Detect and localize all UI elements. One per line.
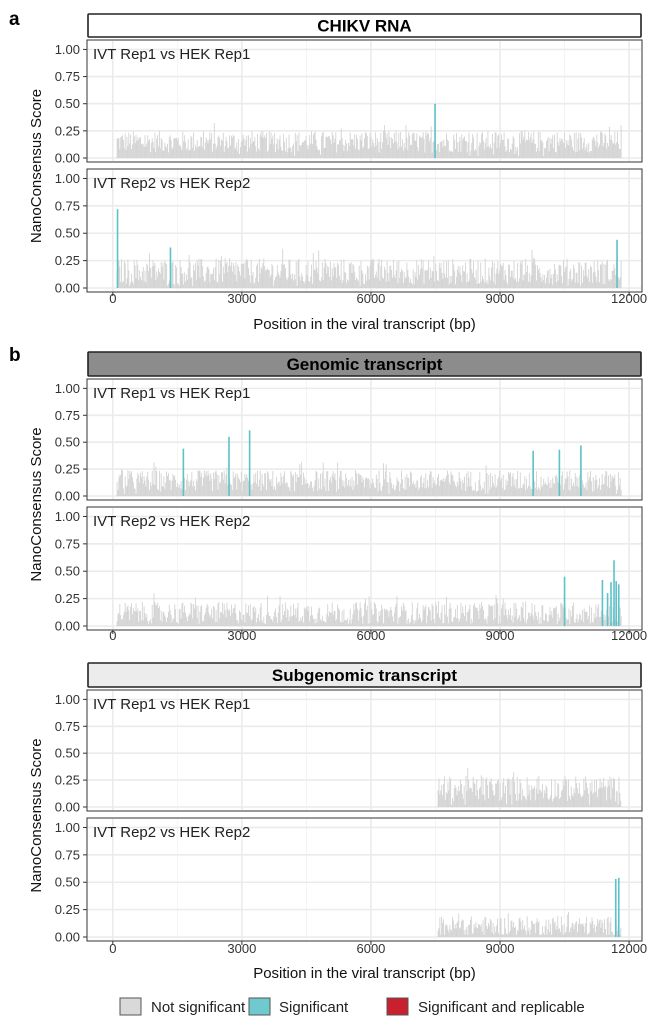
facet-1: 0.00 0.25 0.50 0.75 1.00 IVT Rep2 vs HEK Rep2 (55, 817, 643, 945)
y-tick-label: 0.50 (55, 875, 80, 890)
x-axis-title: Position in the viral transcript (bp) (253, 316, 476, 333)
facet-panel (86, 378, 643, 501)
panel-letter: a (9, 9, 20, 30)
x-tick-label: 0 (109, 628, 116, 643)
y-tick-label: 0.25 (55, 773, 80, 788)
y-tick-label: 0.00 (55, 800, 80, 815)
y-tick-label: 0.00 (55, 930, 80, 945)
x-tick-label: 3000 (227, 941, 256, 956)
y-tick-label: 0.50 (55, 564, 80, 579)
y-tick-label: 1.00 (55, 171, 80, 186)
strip-header (87, 351, 642, 377)
chart-0: a CHIKV RNA 0.00 0.25 0.50 0.75 1.00 IVT Rep1 v… (9, 9, 647, 333)
y-tick-label: 0.75 (55, 536, 80, 551)
facet-panel (86, 168, 643, 293)
facet-panel (86, 817, 643, 942)
y-tick-label: 0.50 (55, 746, 80, 761)
x-tick-label: 3000 (227, 291, 256, 306)
x-tick-label: 3000 (227, 628, 256, 643)
x-tick-label: 9000 (486, 291, 515, 306)
facet-label: IVT Rep1 vs HEK Rep1 (93, 46, 250, 63)
legend-label: Not significant (151, 999, 246, 1016)
y-tick-label: 0.25 (55, 462, 80, 477)
chart-2: Subgenomic transcript 0.00 0.25 0.50 0.75 1.0… (28, 662, 647, 982)
x-tick-label: 6000 (356, 291, 385, 306)
facet-0: 0.00 0.25 0.50 0.75 1.00 IVT Rep1 vs HEK Rep1 (55, 39, 643, 166)
chart-1: b Genomic transcript 0.00 0.25 0.50 0.75 1.00 I… (9, 345, 647, 643)
y-tick-label: 0.50 (55, 226, 80, 241)
facet-1: 0.00 0.25 0.50 0.75 1.00 IVT Rep2 vs HEK Rep2 (55, 506, 643, 634)
y-axis-title: NanoConsensus Score (28, 738, 45, 892)
strip-header (87, 662, 642, 688)
not-significant-bars (116, 123, 622, 158)
facet-label: IVT Rep2 vs HEK Rep2 (93, 824, 250, 841)
x-tick-label: 12000 (611, 628, 647, 643)
not-significant-bars (116, 248, 622, 288)
y-tick-label: 1.00 (55, 820, 80, 835)
strip-title: CHIKV RNA (317, 17, 411, 36)
y-tick-label: 0.75 (55, 408, 80, 423)
y-tick-label: 0.75 (55, 719, 80, 734)
facet-0: 0.00 0.25 0.50 0.75 1.00 IVT Rep1 vs HEK Rep1 (55, 378, 643, 504)
y-tick-label: 0.75 (55, 69, 80, 84)
not-significant-bars (116, 593, 622, 626)
x-tick-label: 6000 (356, 628, 385, 643)
legend-swatch (119, 997, 142, 1016)
y-tick-label: 1.00 (55, 509, 80, 524)
x-tick-label: 9000 (486, 941, 515, 956)
strip-header (87, 13, 642, 38)
y-tick-label: 1.00 (55, 692, 80, 707)
y-tick-label: 0.75 (55, 198, 80, 213)
y-tick-label: 0.00 (55, 619, 80, 634)
x-axis-title: Position in the viral transcript (bp) (253, 965, 476, 982)
facet-0: 0.00 0.25 0.50 0.75 1.00 IVT Rep1 vs HEK Rep1 (55, 689, 643, 815)
facet-label: IVT Rep1 vs HEK Rep1 (93, 385, 250, 402)
y-axis-title: NanoConsensus Score (28, 89, 45, 243)
y-axis-title: NanoConsensus Score (28, 427, 45, 581)
legend-swatch (386, 997, 409, 1016)
y-tick-label: 0.25 (55, 253, 80, 268)
strip-title: Subgenomic transcript (272, 666, 457, 685)
legend-swatch (248, 997, 271, 1016)
panel-letter: b (9, 345, 21, 366)
legend-label: Significant (279, 999, 349, 1016)
y-tick-label: 0.25 (55, 591, 80, 606)
x-tick-label: 6000 (356, 941, 385, 956)
legend-label: Significant and replicable (418, 999, 585, 1016)
y-tick-label: 0.00 (55, 151, 80, 166)
not-significant-bars (437, 911, 622, 937)
x-tick-label: 0 (109, 941, 116, 956)
x-tick-label: 9000 (486, 628, 515, 643)
y-tick-label: 1.00 (55, 42, 80, 57)
legend: Not significant Significant Significant an… (119, 997, 585, 1016)
not-significant-bars (437, 767, 622, 807)
strip-title: Genomic transcript (287, 355, 443, 374)
y-tick-label: 1.00 (55, 381, 80, 396)
y-tick-label: 0.25 (55, 123, 80, 138)
y-tick-label: 0.00 (55, 489, 80, 504)
facet-label: IVT Rep2 vs HEK Rep2 (93, 513, 250, 530)
facet-panel (86, 689, 643, 812)
facet-label: IVT Rep1 vs HEK Rep1 (93, 696, 250, 713)
y-tick-label: 0.50 (55, 96, 80, 111)
y-tick-label: 0.75 (55, 847, 80, 862)
x-tick-label: 12000 (611, 941, 647, 956)
y-tick-label: 0.25 (55, 902, 80, 917)
facet-label: IVT Rep2 vs HEK Rep2 (93, 175, 250, 192)
x-tick-label: 0 (109, 291, 116, 306)
y-tick-label: 0.00 (55, 281, 80, 296)
y-tick-label: 0.50 (55, 435, 80, 450)
x-tick-label: 12000 (611, 291, 647, 306)
facet-1: 0.00 0.25 0.50 0.75 1.00 IVT Rep2 vs HEK Rep2 (55, 168, 643, 296)
not-significant-bars (116, 461, 622, 496)
